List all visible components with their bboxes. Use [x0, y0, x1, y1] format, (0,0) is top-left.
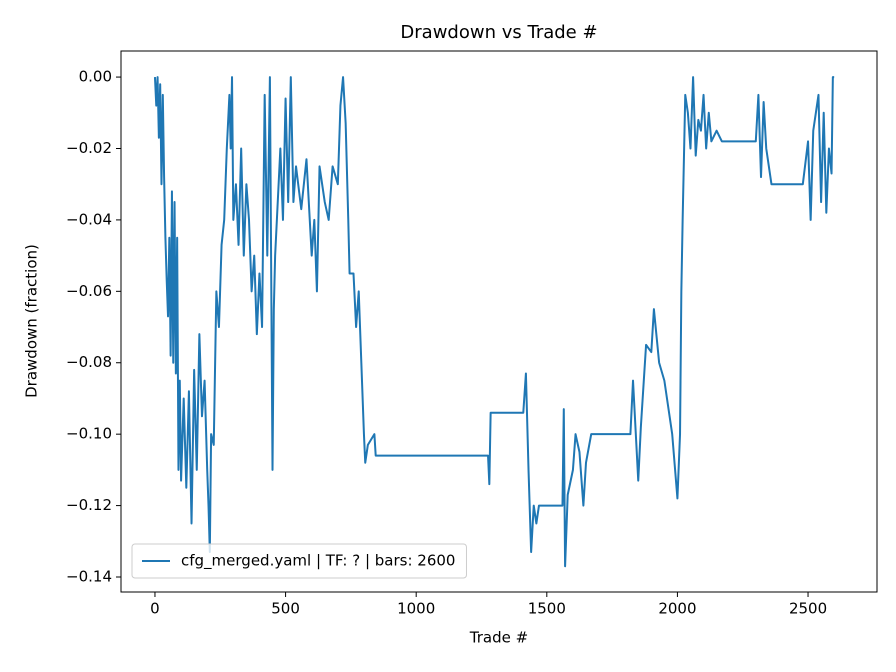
chart-title: Drawdown vs Trade # [400, 22, 597, 43]
x-axis-label: Trade # [469, 629, 528, 647]
y-axis-label: Drawdown (fraction) [23, 244, 41, 398]
x-tick-label: 0 [150, 600, 160, 618]
legend-label: cfg_merged.yaml | TF: ? | bars: 2600 [181, 552, 455, 571]
legend: cfg_merged.yaml | TF: ? | bars: 2600 [131, 543, 467, 579]
y-tick-label: −0.12 [66, 496, 112, 514]
y-tick-label: −0.08 [66, 353, 112, 371]
plot-frame [120, 50, 878, 593]
x-tick-label: 2000 [658, 600, 696, 618]
y-tick-label: −0.14 [66, 568, 112, 586]
y-tick-label: −0.04 [66, 210, 112, 228]
legend-box [131, 543, 467, 579]
y-tick-label: 0.00 [79, 68, 112, 86]
y-tick-label: −0.02 [66, 139, 112, 157]
x-tick-label: 1500 [528, 600, 566, 618]
data-line [153, 76, 835, 568]
x-tick-label: 2500 [789, 600, 827, 618]
x-tick-label: 500 [271, 600, 300, 618]
y-tick-label: −0.06 [66, 282, 112, 300]
y-tick-label: −0.10 [66, 425, 112, 443]
x-tick-label: 1000 [397, 600, 435, 618]
